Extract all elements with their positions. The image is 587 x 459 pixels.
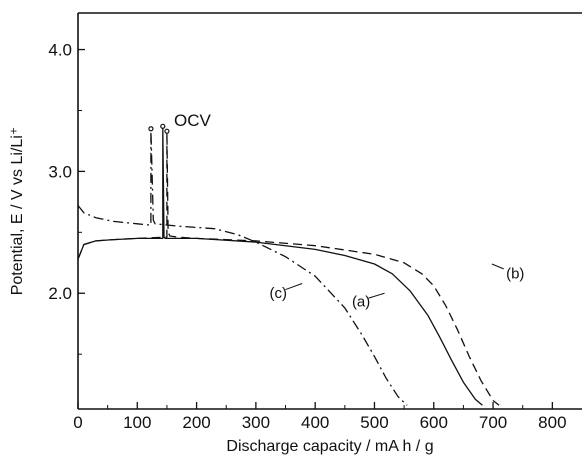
annotation-leader <box>491 263 504 270</box>
ocv-point <box>164 128 170 134</box>
annotation-leader <box>285 283 303 291</box>
annotation-leader <box>368 292 385 299</box>
x-axis-label: Discharge capacity / mA h / g <box>226 438 433 455</box>
x-tick-label: 100 <box>123 413 151 432</box>
chart-annotations: OCV (a) (b) (c) <box>174 111 524 310</box>
annotation-label: (c) <box>270 285 288 302</box>
y-axis-label: Potential, E / V vs Li/Li⁺ <box>9 127 26 296</box>
ocv-point <box>160 123 166 129</box>
y-tick-label: 3.0 <box>48 162 72 181</box>
series-line-dashdot <box>77 128 408 406</box>
annotation-label: (a) <box>352 294 370 311</box>
x-tick-label: 0 <box>73 413 82 432</box>
ocv-point <box>148 126 154 132</box>
x-tick-label: 700 <box>479 413 507 432</box>
x-tick-label: 400 <box>301 413 329 432</box>
x-tick-label: 600 <box>420 413 448 432</box>
x-tick-label: 800 <box>538 413 566 432</box>
annotation-label: (b) <box>506 266 524 283</box>
y-tick-label: 2.0 <box>48 284 72 303</box>
data-series <box>77 123 500 406</box>
y-tick-label: 4.0 <box>48 41 72 60</box>
series-line-dashed <box>77 130 500 406</box>
plot-axes: 0 100 200 300 400 500 600 700 800 2.0 3.0 4.0 <box>48 12 582 432</box>
x-tick-label: 200 <box>182 413 210 432</box>
series-line-solid <box>77 125 483 406</box>
x-tick-label: 500 <box>360 413 388 432</box>
annotation-label: OCV <box>174 111 212 130</box>
x-tick-label: 300 <box>242 413 270 432</box>
